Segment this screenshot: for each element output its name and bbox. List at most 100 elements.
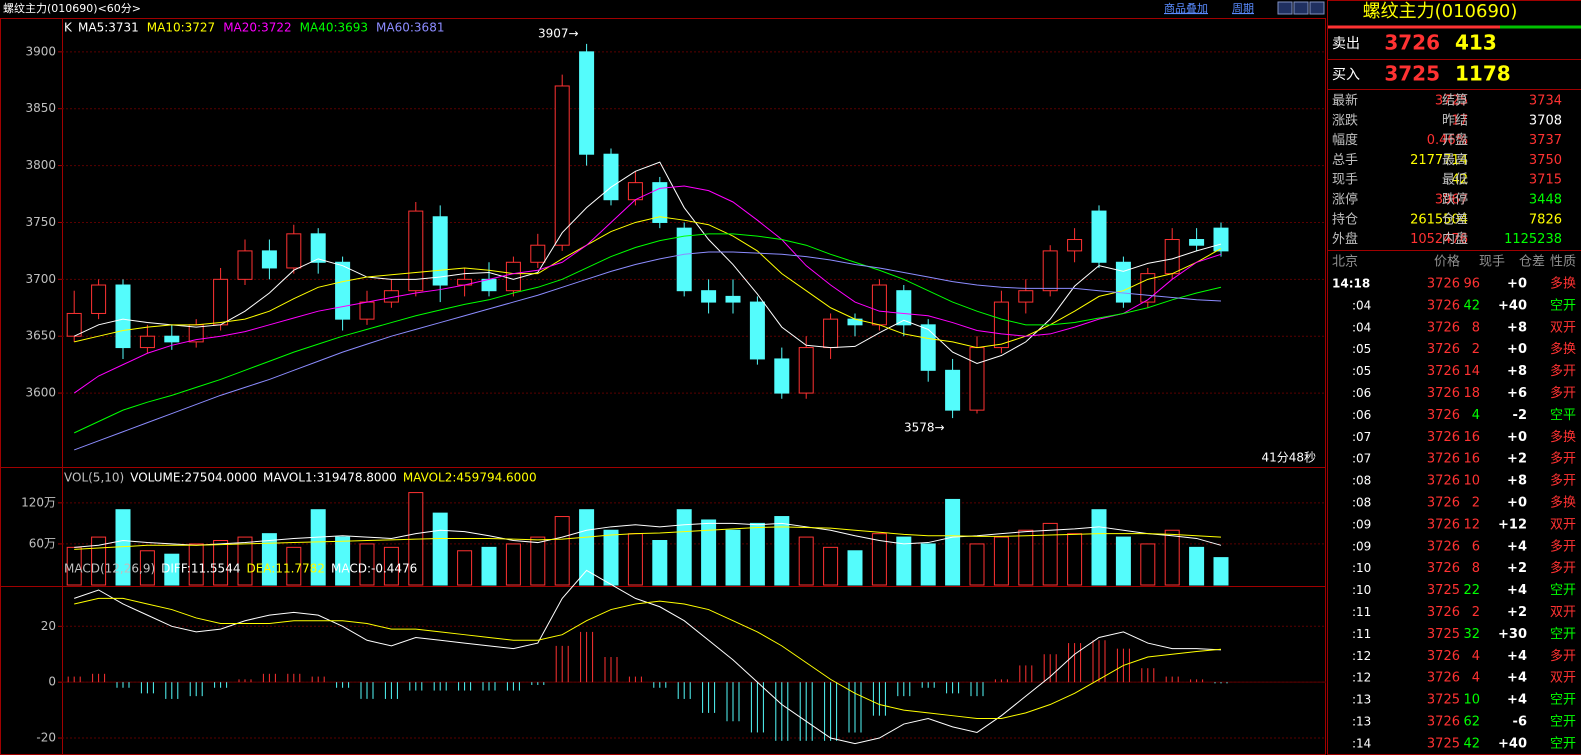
candle-body xyxy=(66,312,82,337)
tick-price: 3726 xyxy=(1427,649,1460,664)
button[interactable] xyxy=(1293,1,1309,15)
tick-time: :08 xyxy=(1352,474,1371,488)
tick-diff: +4 xyxy=(1507,693,1527,708)
tick-diff: +2 xyxy=(1507,561,1527,576)
quote-price: 3725 xyxy=(1384,62,1440,86)
quote-item-value: 42 xyxy=(1451,173,1468,188)
tick-time: :04 xyxy=(1352,320,1371,334)
volume-bar xyxy=(139,550,155,586)
candle-body xyxy=(359,301,375,320)
tick-time: :10 xyxy=(1352,583,1371,597)
quote-item-label: 总手 xyxy=(1332,153,1358,168)
tick-diff: +6 xyxy=(1507,386,1527,401)
period-button[interactable]: 周期 xyxy=(1232,2,1254,15)
tick-time: :14 xyxy=(1352,736,1371,750)
tick-nature: 多开 xyxy=(1550,385,1576,401)
volume-bar xyxy=(823,546,839,586)
volume-bar xyxy=(1018,529,1034,586)
volume-bar xyxy=(603,529,619,586)
legend-item: MAVOL2:459794.6000 xyxy=(403,471,537,485)
volume-bar xyxy=(1042,522,1058,586)
tick-price: 3726 xyxy=(1427,452,1460,467)
tick-nature: 多开 xyxy=(1550,560,1576,576)
volume-bar xyxy=(945,498,961,586)
volume-bar xyxy=(627,533,643,586)
window-buttons xyxy=(1277,1,1325,15)
tick-diff: +4 xyxy=(1507,539,1527,554)
indicator-line xyxy=(74,216,1222,349)
tick-qty: 18 xyxy=(1463,386,1480,401)
tick-qty: 4 xyxy=(1472,671,1480,686)
quote-title: 螺纹主力(010690) xyxy=(1363,1,1518,22)
quote-item-value: 3448 xyxy=(1529,193,1562,208)
tick-qty: 10 xyxy=(1463,474,1480,489)
tick-time: :09 xyxy=(1352,539,1371,553)
quote-item-value: 17 xyxy=(1451,113,1468,128)
candle-body xyxy=(335,261,351,320)
tick-diff: +2 xyxy=(1507,452,1527,467)
y-tick-label: 60万 xyxy=(29,536,56,550)
candle-body xyxy=(1018,290,1034,303)
quote-item-value: 2615504 xyxy=(1410,212,1468,227)
tick-qty: 6 xyxy=(1472,539,1480,554)
candle-body xyxy=(1042,250,1058,292)
legend-item: MA10:3727 xyxy=(147,21,215,35)
y-tick-label: 0 xyxy=(48,675,56,689)
tick-diff: +8 xyxy=(1507,320,1527,335)
overlay-button[interactable]: 商品叠加 xyxy=(1164,1,1208,15)
volume-bar xyxy=(505,543,521,586)
volume-bar xyxy=(1189,546,1205,586)
candle-body xyxy=(408,210,424,292)
volume-bar xyxy=(652,540,668,586)
volume-bar xyxy=(579,509,595,586)
volume-bar xyxy=(993,536,1009,586)
candle-body xyxy=(993,301,1009,349)
volume-bar xyxy=(286,546,302,586)
candle-body xyxy=(432,216,448,286)
volume-bar xyxy=(847,550,863,586)
volume-bar xyxy=(432,512,448,586)
tick-qty: 42 xyxy=(1463,298,1480,313)
tick-price: 3726 xyxy=(1427,386,1460,401)
quote-item-value: 0.46% xyxy=(1427,133,1468,148)
tick-nature: 多换 xyxy=(1550,495,1576,511)
volume-bar xyxy=(481,546,497,586)
volume-bar xyxy=(749,522,765,586)
candle-body xyxy=(1164,239,1180,275)
indicator-line xyxy=(74,526,1222,550)
candle-body xyxy=(1067,239,1083,252)
tick-price: 3726 xyxy=(1427,408,1460,423)
tick-nature: 多开 xyxy=(1550,538,1576,554)
tick-nature: 多开 xyxy=(1550,363,1576,379)
volume-bar xyxy=(676,509,692,586)
tick-nature: 空开 xyxy=(1550,298,1576,313)
candle-body xyxy=(1189,239,1205,246)
tick-nature: 多开 xyxy=(1550,451,1576,467)
button[interactable] xyxy=(1277,1,1293,15)
candle-body xyxy=(749,301,765,360)
button[interactable] xyxy=(1309,1,1325,15)
legend-item: VOL(5,10) xyxy=(64,471,124,485)
tick-header: 北京 xyxy=(1332,255,1358,270)
tick-price: 3726 xyxy=(1427,496,1460,511)
volume-bar xyxy=(554,516,570,586)
tick-qty: 8 xyxy=(1472,320,1480,335)
tick-time: :07 xyxy=(1352,452,1371,466)
volume-bar xyxy=(774,516,790,586)
tick-nature: 多换 xyxy=(1550,276,1576,292)
legend-title: K xyxy=(64,21,73,35)
legend-item: MA5:3731 xyxy=(78,21,139,35)
candle-body xyxy=(213,278,229,326)
tick-diff: +4 xyxy=(1507,583,1527,598)
candle-body xyxy=(725,295,741,303)
y-tick-label: -20 xyxy=(36,731,56,745)
candle-body xyxy=(164,335,180,343)
quote-item-value: 3725 xyxy=(1435,94,1468,109)
candle-body xyxy=(652,182,668,223)
extreme-label: 3578→ xyxy=(904,421,945,435)
tick-diff: +0 xyxy=(1507,342,1527,357)
tick-price: 3726 xyxy=(1427,715,1460,730)
tick-nature: 双开 xyxy=(1550,605,1576,620)
tick-qty: 4 xyxy=(1472,408,1480,423)
